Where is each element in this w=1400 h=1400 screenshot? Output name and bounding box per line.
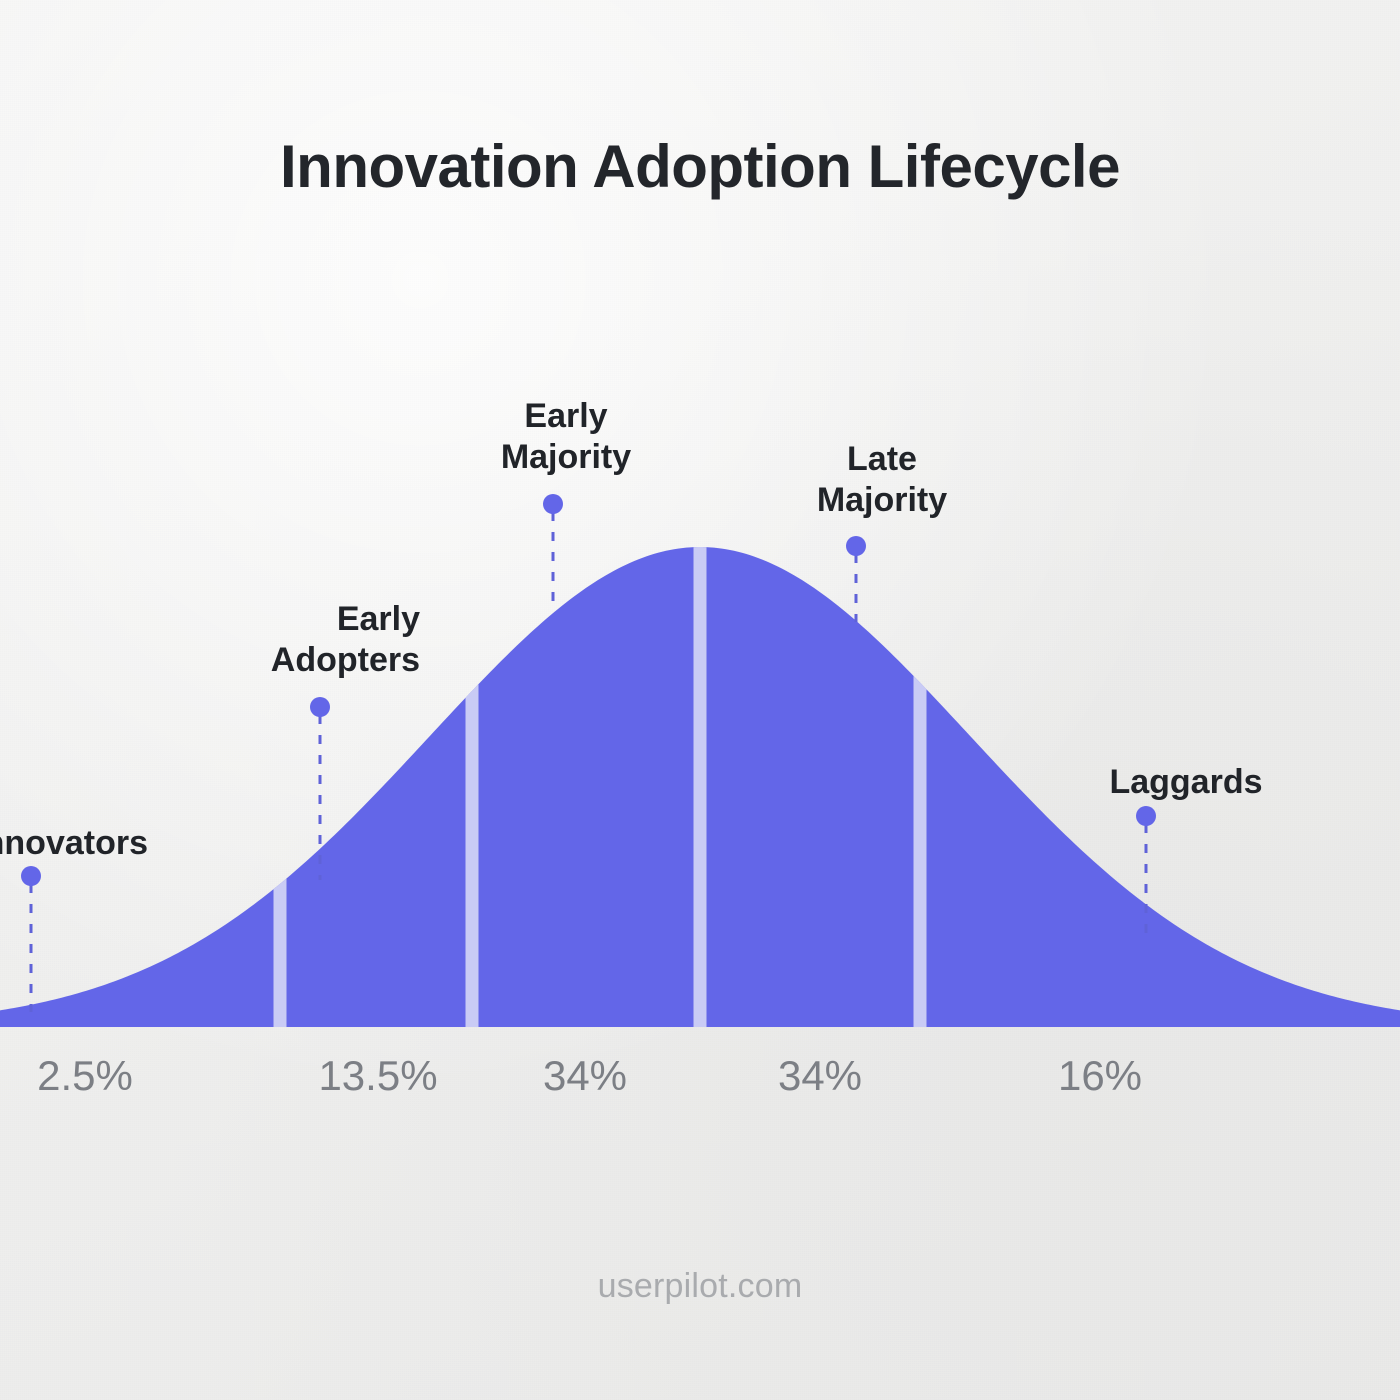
callout-label-laggards: Laggards: [1109, 763, 1263, 801]
callout-dot-laggards: [1136, 806, 1156, 826]
percent-label-innovators: 2.5%: [37, 1052, 133, 1099]
percent-label-early-majority: 34%: [542, 1052, 628, 1099]
percent-label-laggards: 16%: [1057, 1052, 1143, 1099]
percent-label-late-majority: 34%: [777, 1052, 863, 1099]
callout-dot-early-majority: [543, 494, 563, 514]
callout-label-late-majority: Late Majority: [816, 440, 948, 520]
callout-dot-early-adopters: [310, 697, 330, 717]
callout-label-early-adopters: Early Adopters: [270, 600, 420, 680]
segment-divider-2: [693, 547, 707, 1027]
segment-divider-0: [273, 547, 287, 1027]
callout-leaders: [21, 494, 1156, 1012]
callout-label-innovators: Innovators: [0, 824, 148, 862]
percent-label-early-adopters: 13.5%: [318, 1052, 438, 1099]
callout-dot-innovators: [21, 866, 41, 886]
page-title: Innovation Adoption Lifecycle: [280, 133, 1120, 200]
callout-dot-late-majority: [846, 536, 866, 556]
callout-label-early-majority: Early Majority: [500, 397, 632, 477]
segment-divider-1: [465, 547, 479, 1027]
watermark: userpilot.com: [597, 1267, 803, 1305]
